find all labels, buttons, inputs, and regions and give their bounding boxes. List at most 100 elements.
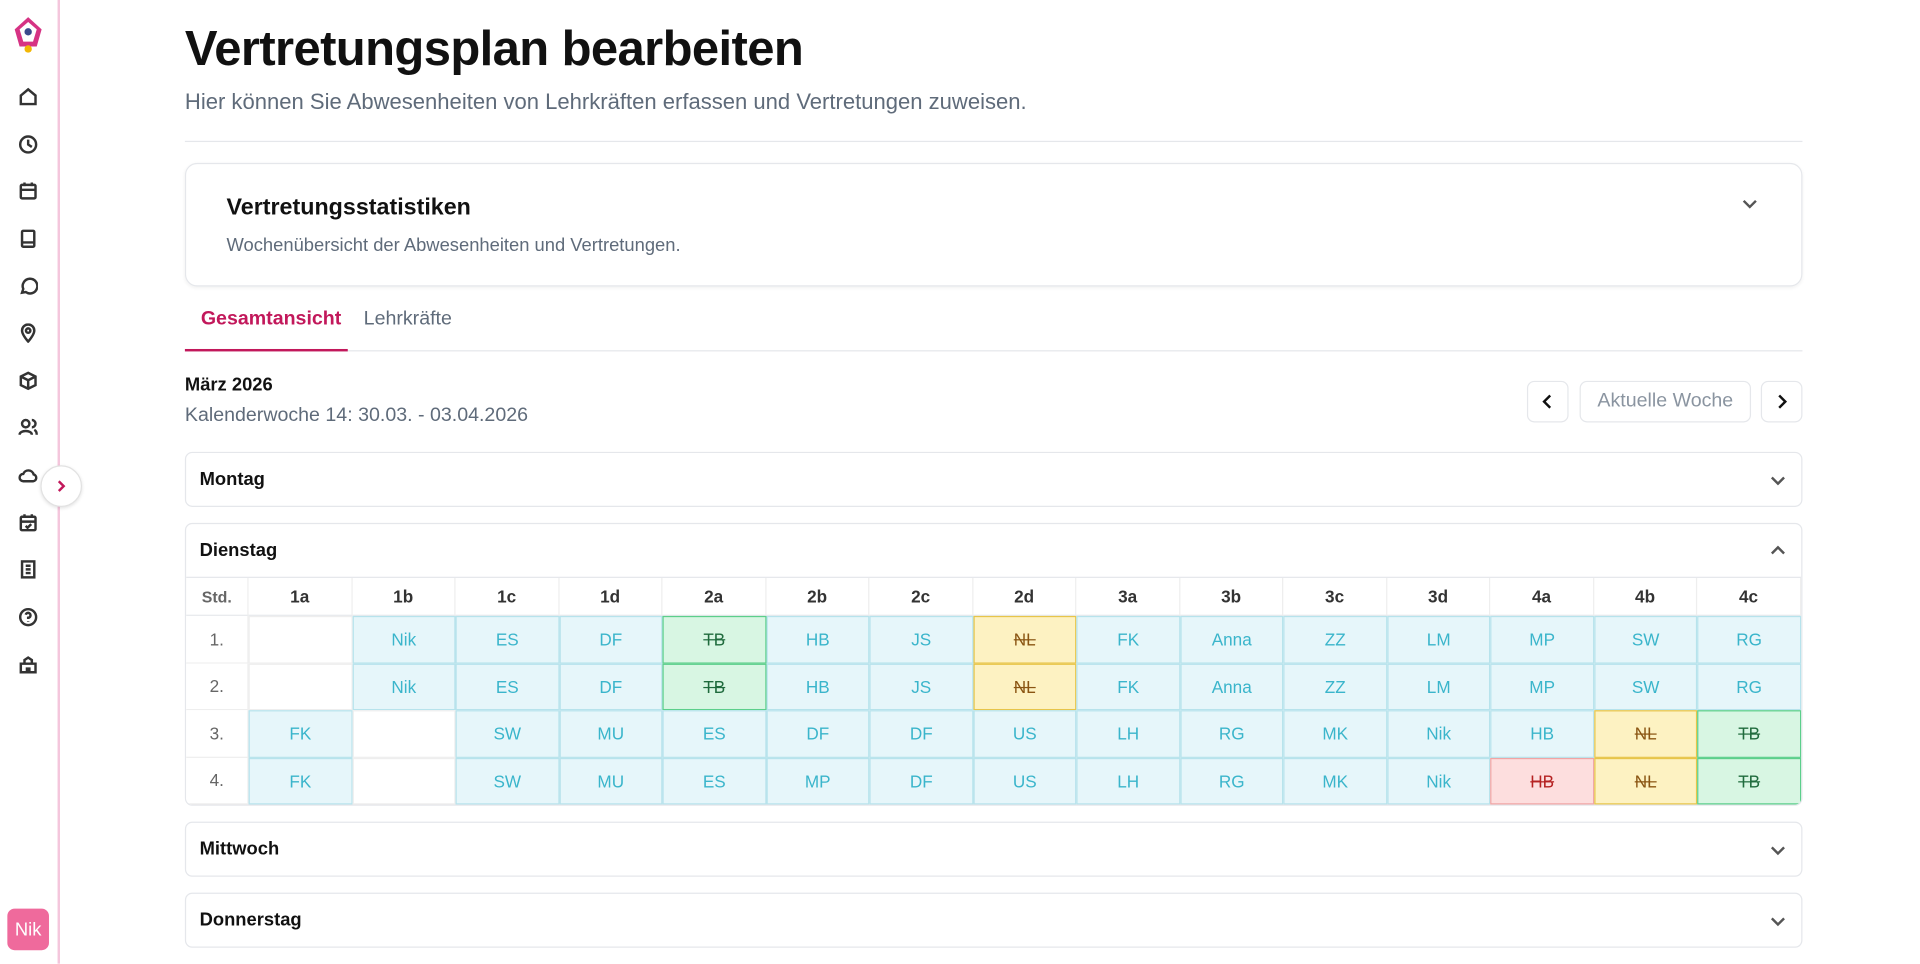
nav-book[interactable]: [18, 229, 38, 249]
lesson-cell[interactable]: MU: [559, 757, 663, 805]
prev-week[interactable]: [1526, 380, 1569, 423]
sidebar-expand[interactable]: [40, 465, 83, 507]
lesson-cell[interactable]: LH: [1076, 757, 1180, 805]
lesson-cell[interactable]: DF: [869, 710, 973, 758]
lesson-cell[interactable]: Anna: [1179, 615, 1284, 664]
nav-help[interactable]: [18, 607, 38, 627]
nav-home[interactable]: [18, 87, 38, 107]
lesson-cell[interactable]: SW: [1593, 663, 1698, 711]
class-header: 1c: [455, 577, 560, 616]
lesson-cell[interactable]: RG: [1179, 757, 1284, 805]
class-header: 2b: [766, 577, 870, 616]
lesson-cell[interactable]: Nik: [352, 663, 456, 711]
lesson-cell[interactable]: Nik: [1386, 757, 1491, 805]
lesson-cell[interactable]: MU: [559, 710, 663, 758]
nav-box[interactable]: [18, 371, 38, 391]
lesson-cell[interactable]: LM: [1386, 615, 1491, 664]
empty-cell: [248, 663, 353, 711]
lesson-cell[interactable]: DF: [559, 663, 663, 711]
absence-cell[interactable]: NL: [972, 615, 1077, 664]
lesson-cell[interactable]: HB: [766, 663, 870, 711]
period: 1.: [186, 615, 249, 664]
nav-clock[interactable]: [18, 135, 38, 155]
day-title: Donnerstag: [199, 909, 302, 931]
current-week-button[interactable]: Aktuelle Woche: [1579, 380, 1752, 423]
absence-cell[interactable]: NL: [972, 663, 1077, 711]
class-header: 3d: [1386, 577, 1491, 616]
lesson-cell[interactable]: ES: [662, 710, 767, 758]
class-header: 3a: [1076, 577, 1180, 616]
day-title: Montag: [199, 468, 265, 490]
day-panel[interactable]: Montag: [184, 451, 1803, 507]
day-panel[interactable]: Mittwoch: [184, 821, 1803, 877]
nav-building[interactable]: [18, 560, 38, 580]
lesson-cell[interactable]: SW: [455, 757, 560, 805]
user-avatar[interactable]: Nik: [7, 908, 49, 951]
lesson-cell[interactable]: US: [972, 757, 1077, 805]
logo: [14, 17, 42, 53]
absence-cell[interactable]: TB: [662, 615, 767, 664]
lesson-cell[interactable]: ES: [455, 663, 560, 711]
lesson-cell[interactable]: MP: [1490, 615, 1594, 664]
stats-card[interactable]: Vertretungsstatistiken Wochenübersicht d…: [184, 162, 1803, 287]
nav-location[interactable]: [18, 323, 38, 344]
lesson-cell[interactable]: RG: [1179, 710, 1284, 758]
lesson-cell[interactable]: JS: [869, 663, 973, 711]
lesson-cell[interactable]: LH: [1076, 710, 1180, 758]
lesson-cell[interactable]: MK: [1283, 757, 1387, 805]
nav-users[interactable]: [18, 418, 38, 438]
lesson-cell[interactable]: ES: [662, 757, 767, 805]
class-header: 2d: [972, 577, 1077, 616]
lesson-cell[interactable]: US: [972, 710, 1077, 758]
lesson-cell[interactable]: FK: [1076, 615, 1180, 664]
nav-school[interactable]: [18, 655, 38, 675]
lesson-cell[interactable]: DF: [559, 615, 663, 664]
lesson-cell[interactable]: Nik: [352, 615, 456, 664]
absence-cell[interactable]: TB: [662, 663, 767, 711]
tab-indicator: [184, 348, 348, 352]
class-header: 1b: [352, 577, 456, 616]
lesson-cell[interactable]: MP: [766, 757, 870, 805]
lesson-cell[interactable]: FK: [248, 757, 353, 805]
lesson-cell[interactable]: HB: [1490, 710, 1594, 758]
tab[interactable]: Gesamtansicht: [200, 308, 342, 330]
absence-cell[interactable]: NL: [1593, 757, 1698, 805]
day-title: Mittwoch: [199, 838, 280, 860]
lesson-cell[interactable]: HB: [766, 615, 870, 664]
lesson-cell[interactable]: ZZ: [1283, 615, 1387, 664]
nav-calendar[interactable]: [18, 181, 38, 201]
lesson-cell[interactable]: DF: [766, 710, 870, 758]
lesson-cell[interactable]: ZZ: [1283, 663, 1387, 711]
absence-cell[interactable]: NL: [1593, 710, 1698, 758]
nav-cloud[interactable]: [18, 465, 38, 485]
lesson-cell[interactable]: MK: [1283, 710, 1387, 758]
period: 2.: [186, 663, 249, 711]
empty-cell: [248, 615, 353, 664]
tab-border: [184, 350, 1803, 352]
day-panel[interactable]: Donnerstag: [184, 892, 1803, 948]
chevron: [1742, 199, 1757, 209]
lesson-cell[interactable]: RG: [1697, 663, 1801, 711]
lesson-cell[interactable]: JS: [869, 615, 973, 664]
lesson-cell[interactable]: FK: [248, 710, 353, 758]
class-header: 3b: [1179, 577, 1284, 616]
absence-cell[interactable]: HB: [1490, 757, 1594, 805]
lesson-cell[interactable]: DF: [869, 757, 973, 805]
lesson-cell[interactable]: SW: [1593, 615, 1698, 664]
tab[interactable]: Lehrkräfte: [363, 308, 452, 330]
nav-calendar-check[interactable]: [18, 513, 38, 533]
absence-cell[interactable]: TB: [1697, 757, 1801, 805]
lesson-cell[interactable]: SW: [455, 710, 560, 758]
lesson-cell[interactable]: Nik: [1386, 710, 1491, 758]
lesson-cell[interactable]: ES: [455, 615, 560, 664]
page-title: Vertretungsplan bearbeiten: [184, 22, 804, 76]
absence-cell[interactable]: TB: [1697, 710, 1801, 758]
lesson-cell[interactable]: LM: [1386, 663, 1491, 711]
lesson-cell[interactable]: RG: [1697, 615, 1801, 664]
lesson-cell[interactable]: FK: [1076, 663, 1180, 711]
day-panel[interactable]: Dienstag Std. 1a 1b 1c 1d 2a 2b 2c 2d 3a 3b 3c 3d 4a 4…: [184, 522, 1803, 806]
lesson-cell[interactable]: Anna: [1179, 663, 1284, 711]
nav-chat[interactable]: [18, 277, 39, 297]
next-week[interactable]: [1760, 380, 1803, 423]
lesson-cell[interactable]: MP: [1490, 663, 1594, 711]
